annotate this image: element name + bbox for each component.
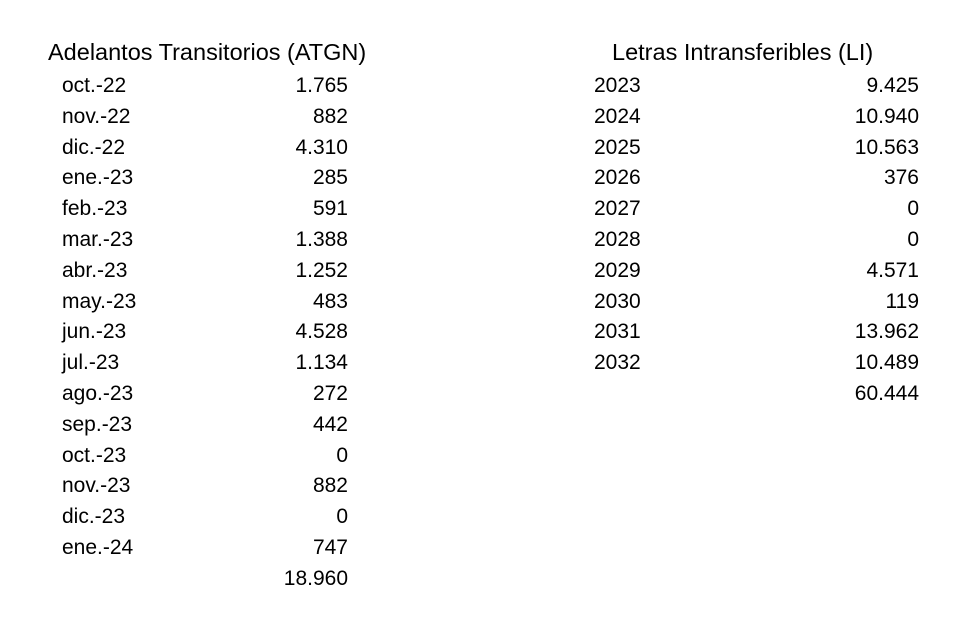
row-value: 4.571 bbox=[866, 258, 919, 282]
row-value: 591 bbox=[312, 197, 348, 221]
row-label: ago.-23 bbox=[62, 381, 134, 405]
row-label: jul.-23 bbox=[62, 351, 120, 375]
row-label: 2031 bbox=[594, 320, 641, 344]
table-row: mar.-23 1.388 bbox=[62, 225, 348, 256]
table-row: sep.-23 442 bbox=[62, 410, 348, 441]
row-value: 442 bbox=[312, 412, 348, 436]
row-value: 0 bbox=[336, 505, 348, 529]
adelantos-transitorios-table: oct.-22 1.765 nov.-22 882 dic.-22 4.310 ene.-2… bbox=[62, 71, 348, 595]
table-row: ene.-24 747 bbox=[62, 533, 348, 564]
row-value: 882 bbox=[312, 474, 348, 498]
row-value: 285 bbox=[312, 166, 348, 190]
row-label: 2028 bbox=[594, 227, 641, 251]
row-value: 1.252 bbox=[295, 258, 348, 282]
row-value: 4.528 bbox=[295, 320, 348, 344]
row-label: dic.-22 bbox=[62, 135, 126, 159]
row-label: 2024 bbox=[594, 104, 641, 128]
total-value: 60.444 bbox=[854, 381, 919, 405]
table-row: abr.-23 1.252 bbox=[62, 256, 348, 287]
table-row: 2026 376 bbox=[594, 163, 919, 194]
table-row: 2032 10.489 bbox=[594, 348, 919, 379]
row-value: 882 bbox=[312, 104, 348, 128]
table-row: ene.-23 285 bbox=[62, 163, 348, 194]
row-value: 0 bbox=[336, 443, 348, 467]
total-value: 18.960 bbox=[283, 566, 348, 590]
row-value: 1.765 bbox=[295, 74, 348, 97]
row-value: 10.563 bbox=[854, 135, 919, 159]
table-row: oct.-23 0 bbox=[62, 441, 348, 472]
row-label: 2023 bbox=[594, 74, 641, 97]
row-label: nov.-22 bbox=[62, 104, 131, 128]
table-row: 2029 4.571 bbox=[594, 256, 919, 287]
row-value: 272 bbox=[312, 381, 348, 405]
adelantos-transitorios-title: Adelantos Transitorios (ATGN) bbox=[48, 39, 367, 65]
table-row: nov.-22 882 bbox=[62, 102, 348, 133]
row-value: 0 bbox=[907, 227, 919, 251]
row-value: 1.388 bbox=[295, 227, 348, 251]
row-value: 0 bbox=[907, 197, 919, 221]
table-row: 2027 0 bbox=[594, 194, 919, 225]
row-label: nov.-23 bbox=[62, 474, 131, 498]
table-row: 2024 10.940 bbox=[594, 102, 919, 133]
table-row: 2028 0 bbox=[594, 225, 919, 256]
row-label: dic.-23 bbox=[62, 505, 126, 529]
row-label: oct.-23 bbox=[62, 443, 127, 467]
row-label: 2025 bbox=[594, 135, 641, 159]
row-label: may.-23 bbox=[62, 289, 137, 313]
table-row: dic.-23 0 bbox=[62, 502, 348, 533]
row-value: 376 bbox=[883, 166, 919, 190]
row-value: 10.940 bbox=[854, 104, 919, 128]
table-row: jul.-23 1.134 bbox=[62, 348, 348, 379]
table-row: 2025 10.563 bbox=[594, 133, 919, 164]
row-label: 2027 bbox=[594, 197, 641, 221]
row-label: 2029 bbox=[594, 258, 641, 282]
row-label: ene.-23 bbox=[62, 166, 134, 190]
row-label: abr.-23 bbox=[62, 258, 128, 282]
letras-intransferibles-title: Letras Intransferibles (LI) bbox=[612, 39, 874, 65]
row-label: oct.-22 bbox=[62, 74, 127, 97]
row-label: sep.-23 bbox=[62, 412, 133, 436]
row-label: 2026 bbox=[594, 166, 641, 190]
table-row: ago.-23 272 bbox=[62, 379, 348, 410]
row-label: jun.-23 bbox=[62, 320, 127, 344]
row-label: ene.-24 bbox=[62, 535, 134, 559]
table-row: 2023 9.425 bbox=[594, 71, 919, 102]
table-row: dic.-22 4.310 bbox=[62, 133, 348, 164]
table-row: feb.-23 591 bbox=[62, 194, 348, 225]
row-value: 9.425 bbox=[866, 74, 919, 97]
table-row: may.-23 483 bbox=[62, 287, 348, 318]
row-value: 13.962 bbox=[854, 320, 919, 344]
table-row: 2031 13.962 bbox=[594, 317, 919, 348]
row-value: 119 bbox=[885, 289, 919, 313]
row-value: 4.310 bbox=[295, 135, 348, 159]
total-row: 18.960 bbox=[62, 564, 348, 595]
row-value: 483 bbox=[312, 289, 348, 313]
row-label: feb.-23 bbox=[62, 197, 128, 221]
table-row: oct.-22 1.765 bbox=[62, 71, 348, 102]
row-label: 2032 bbox=[594, 351, 641, 375]
row-label: mar.-23 bbox=[62, 227, 134, 251]
row-label: 2030 bbox=[594, 289, 641, 313]
table-row: jun.-23 4.528 bbox=[62, 317, 348, 348]
letras-intransferibles-table: 2023 9.425 2024 10.940 2025 10.563 2026 376 2027… bbox=[594, 71, 919, 410]
row-value: 10.489 bbox=[854, 351, 919, 375]
total-row: 60.444 bbox=[594, 379, 919, 410]
table-row: 2030 119 bbox=[594, 287, 919, 318]
table-row: nov.-23 882 bbox=[62, 471, 348, 502]
row-value: 747 bbox=[312, 535, 348, 559]
row-value: 1.134 bbox=[295, 351, 348, 375]
